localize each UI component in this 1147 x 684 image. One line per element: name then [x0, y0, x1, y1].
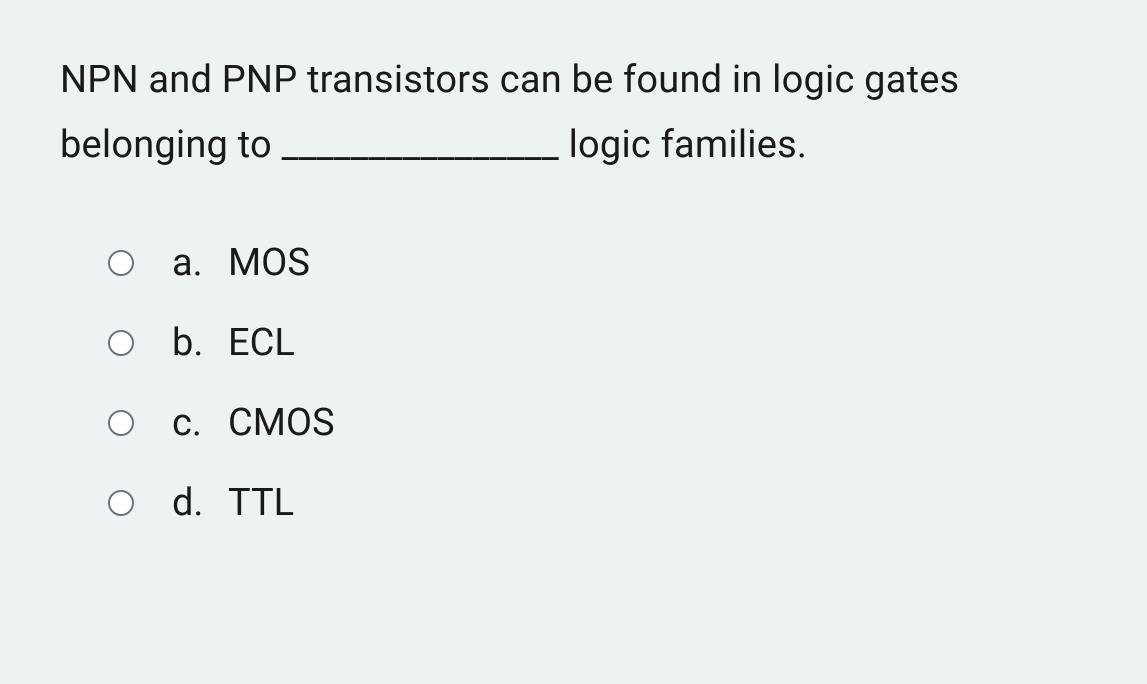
radio-button-c[interactable] — [108, 410, 134, 436]
option-row: b. ECL — [108, 321, 1087, 365]
option-text: CMOS — [228, 401, 335, 445]
option-row: d. TTL — [108, 481, 1087, 525]
option-text: MOS — [228, 241, 310, 285]
option-row: c. CMOS — [108, 401, 1087, 445]
radio-button-d[interactable] — [108, 490, 134, 516]
option-letter: b. — [172, 321, 228, 365]
option-letter: a. — [172, 241, 228, 285]
options-list: a. MOS b. ECL c. CMOS d. TTL — [60, 241, 1087, 525]
option-text: ECL — [228, 321, 295, 365]
option-text: TTL — [228, 481, 294, 525]
option-row: a. MOS — [108, 241, 1087, 285]
option-letter: c. — [172, 401, 228, 445]
radio-button-b[interactable] — [108, 330, 134, 356]
radio-button-a[interactable] — [108, 250, 134, 276]
option-letter: d. — [172, 481, 228, 525]
question-text: NPN and PNP transistors can be found in … — [60, 48, 1087, 177]
